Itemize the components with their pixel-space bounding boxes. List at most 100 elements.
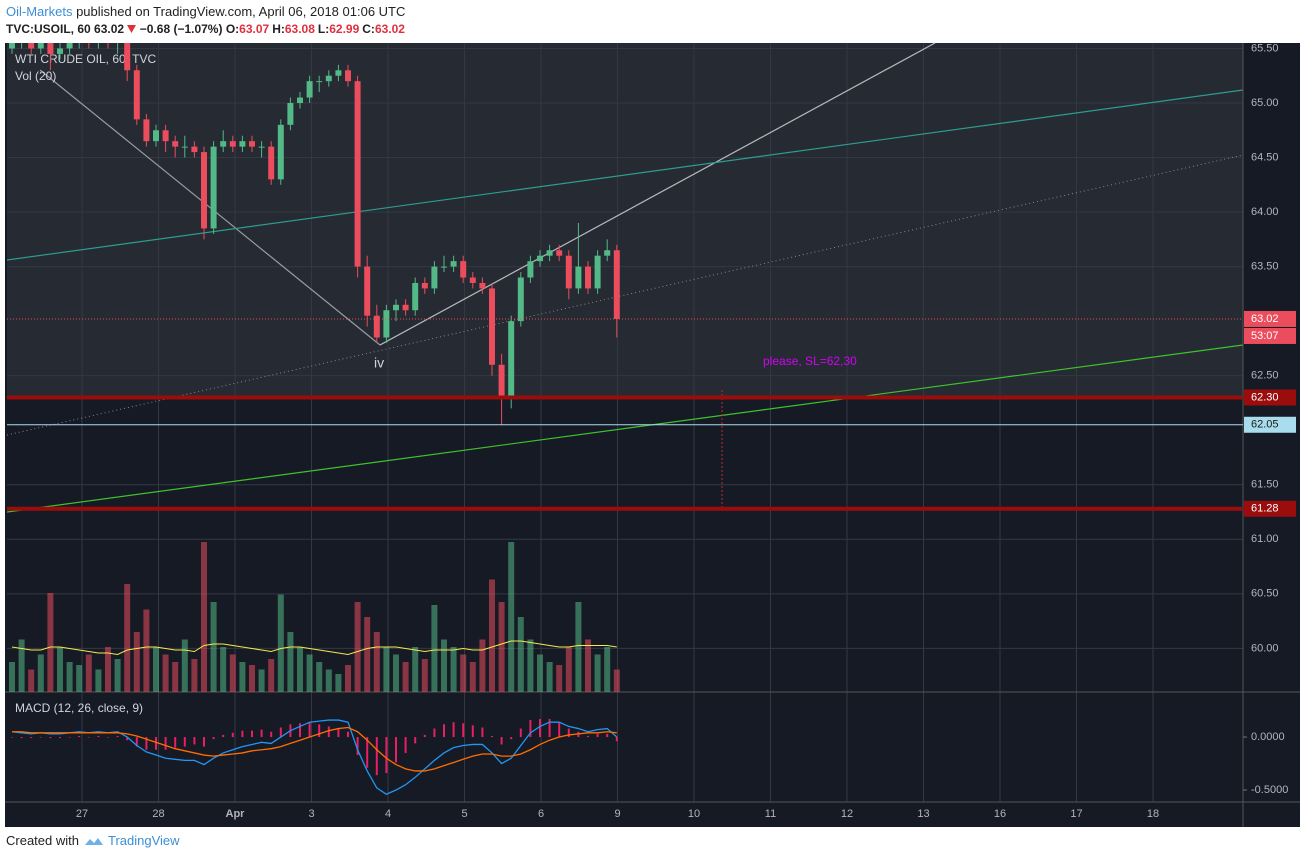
candle-body — [9, 43, 15, 49]
macd-pane — [11, 719, 618, 796]
candle-body — [460, 261, 467, 278]
volume-bar — [335, 674, 342, 692]
volume-bar — [585, 639, 591, 692]
volume-bar — [421, 659, 428, 692]
level-label: 62.30 — [1251, 391, 1279, 403]
histogram-bar — [59, 737, 61, 739]
ohlc-key: O: — [225, 22, 240, 36]
volume-bar — [229, 654, 236, 692]
histogram-bar — [356, 737, 359, 756]
volume-bar — [181, 639, 188, 692]
x-tick-label: 11 — [765, 808, 776, 820]
x-tick-label: 3 — [308, 808, 314, 820]
volume-bar — [249, 665, 255, 692]
volume-bar — [162, 654, 169, 692]
histogram-bar — [596, 733, 599, 738]
candle-body — [575, 266, 582, 289]
candle-body — [537, 255, 543, 262]
level-tag — [1244, 500, 1296, 517]
candle-body — [479, 282, 486, 289]
volume-bar — [594, 654, 601, 692]
candle-body — [57, 48, 63, 54]
histogram-bar — [212, 737, 215, 740]
histogram-bar — [126, 737, 129, 741]
trend-line — [379, 43, 936, 346]
y-tick-label: 64.00 — [1251, 206, 1279, 218]
volume-bar — [498, 602, 505, 692]
candle-body — [105, 38, 111, 43]
macd-legend: MACD (12, 26, close, 9) — [15, 701, 143, 715]
volume-ma — [11, 640, 617, 656]
trend-line — [39, 69, 381, 346]
histogram-bar — [395, 737, 397, 763]
channel-line — [7, 89, 1243, 261]
candle-body — [66, 43, 73, 49]
volume-bar — [124, 584, 131, 692]
price-pane — [9, 38, 620, 692]
x-tick-label: 16 — [994, 808, 1006, 820]
volume-bar — [325, 669, 332, 692]
histogram-bar — [519, 728, 522, 738]
x-tick-label: 4 — [385, 808, 391, 820]
volume-bar — [537, 654, 543, 692]
y-tick-label: 62.50 — [1251, 370, 1279, 382]
symbol-line: TVC:USOIL, 60 63.02 −0.68 (−1.07%) O:63.… — [6, 22, 408, 36]
ohlc-key: H: — [272, 22, 285, 36]
level-tag — [1244, 310, 1296, 327]
volume-bar — [297, 647, 303, 692]
candle-body — [613, 250, 620, 319]
histogram-bar — [500, 737, 503, 745]
histogram-bar — [452, 722, 455, 738]
volume-bar — [393, 654, 399, 692]
candle-body — [565, 255, 572, 289]
histogram-bar — [164, 737, 167, 750]
histogram-bar — [39, 737, 42, 738]
candle-body — [220, 141, 227, 147]
histogram-bar — [251, 730, 253, 738]
volume-bar — [258, 669, 265, 692]
histogram-bar — [174, 737, 177, 748]
histogram-bar — [318, 724, 321, 738]
logo — [84, 837, 103, 845]
wave-label: iv — [374, 355, 384, 371]
volume-bar — [354, 602, 361, 692]
countdown: 53:07 — [1251, 330, 1279, 342]
histogram-bar — [471, 725, 474, 738]
volume-bar — [18, 639, 25, 692]
candle-body — [47, 43, 54, 54]
created-with: Created with — [6, 833, 79, 848]
candle-body — [95, 38, 101, 43]
x-tick-label: Apr — [226, 808, 246, 820]
candle-body — [498, 364, 505, 398]
signal-line — [12, 726, 617, 772]
histogram-bar — [203, 737, 205, 747]
candle-body — [124, 43, 131, 71]
histogram-bar — [116, 735, 119, 738]
histogram-bar — [155, 737, 157, 750]
support-line — [7, 344, 1243, 513]
histogram-bar — [337, 728, 340, 738]
histogram-bar — [97, 735, 100, 738]
brand[interactable]: TradingView — [108, 833, 180, 848]
volume-bar — [239, 662, 246, 692]
histogram-bar — [615, 737, 618, 742]
ohlc-value: 63.08 — [284, 22, 315, 36]
volume-bar — [460, 654, 467, 692]
author[interactable]: Oil-Markets — [6, 4, 73, 19]
candle-body — [76, 38, 82, 43]
volume-bar — [28, 669, 35, 692]
candle-body — [412, 282, 419, 311]
candle-body — [556, 250, 563, 256]
candle-body — [546, 250, 553, 256]
last-price: 63.02 — [94, 22, 125, 36]
y-tick-label: 60.50 — [1251, 588, 1279, 600]
volume-bar — [105, 647, 111, 692]
histogram-bar — [606, 733, 609, 738]
x-tick-label: 17 — [1070, 808, 1082, 820]
candle-body — [249, 141, 255, 147]
change: −0.68 (−1.07%) — [139, 22, 223, 36]
candle-body — [594, 255, 601, 289]
level-label: 63.02 — [1251, 313, 1279, 325]
volume-bar — [345, 665, 351, 692]
candle-body — [373, 315, 380, 338]
